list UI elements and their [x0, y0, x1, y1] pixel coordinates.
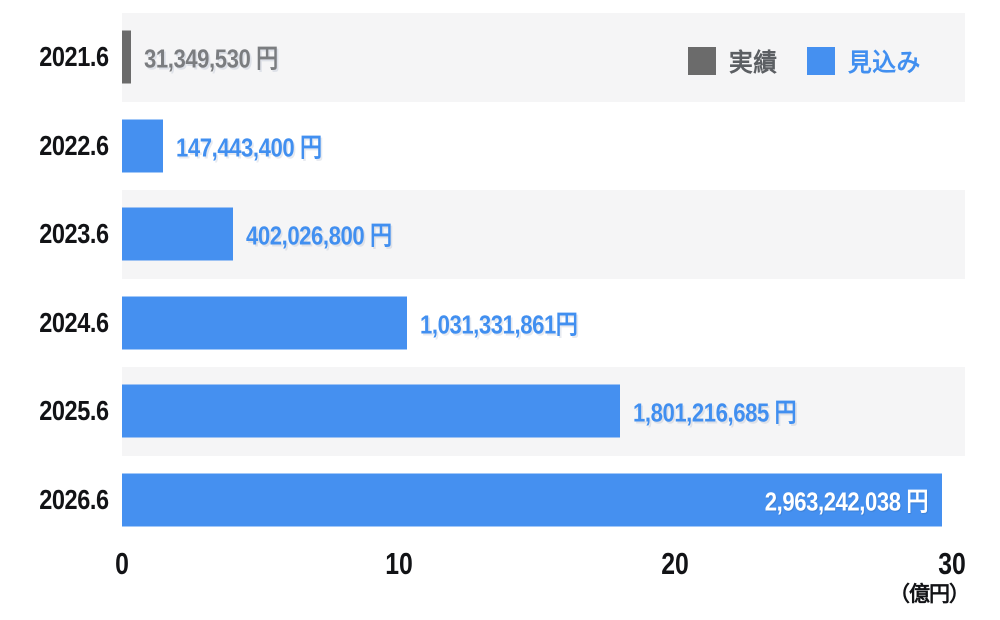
- x-tick: 10: [384, 546, 413, 581]
- legend-swatch-forecast: [807, 47, 836, 75]
- bar-forecast: [122, 473, 942, 527]
- bar-forecast: [122, 296, 408, 350]
- category-label: 2021.6: [39, 41, 110, 73]
- legend-label-actual: 実績: [729, 49, 778, 77]
- category-label-cell: 2024.6: [0, 279, 122, 368]
- value-label: 1,801,216,685 円: [633, 397, 797, 428]
- legend-swatch-actual: [688, 47, 716, 75]
- legend-item-actual: 実績: [688, 43, 780, 79]
- chart-row: 2023.6 402,026,800 円: [0, 190, 1000, 279]
- value-label: 147,443,400 円: [175, 132, 322, 163]
- legend-label-forecast: 見込み: [848, 49, 921, 77]
- category-label: 2025.6: [39, 395, 110, 427]
- row-band: 402,026,800 円: [122, 190, 965, 279]
- category-label-cell: 2026.6: [0, 456, 122, 545]
- row-band: 1,031,331,861円: [122, 279, 965, 368]
- x-axis: 0 10 20 30: [0, 546, 1000, 592]
- value-label: 1,031,331,861円: [420, 309, 578, 340]
- chart-row: 2026.6 2,963,242,038 円: [0, 456, 1000, 545]
- bar-forecast: [122, 119, 163, 173]
- row-band: 1,801,216,685 円: [122, 367, 965, 456]
- category-label: 2022.6: [39, 129, 110, 161]
- legend-item-forecast: 見込み: [807, 43, 925, 79]
- category-label: 2026.6: [39, 483, 110, 515]
- bar-actual: [122, 30, 131, 84]
- x-axis-unit-label: （億円）: [889, 583, 970, 606]
- row-band: 147,443,400 円: [122, 102, 965, 191]
- chart-row: 2025.6 1,801,216,685 円: [0, 367, 1000, 456]
- category-label: 2023.6: [39, 218, 110, 250]
- value-label: 402,026,800 円: [246, 220, 392, 251]
- bar-forecast: [122, 207, 234, 261]
- chart-row: 2024.6 1,031,331,861円: [0, 279, 1000, 368]
- bar-rows: 2021.6 31,349,530 円 2022.6 147,443,400 円 202…: [0, 13, 1000, 544]
- bar-forecast: [122, 384, 621, 438]
- chart-row: 2022.6 147,443,400 円: [0, 102, 1000, 191]
- category-label: 2024.6: [39, 306, 110, 338]
- x-tick: 0: [115, 546, 129, 581]
- value-label: 31,349,530 円: [143, 43, 278, 74]
- category-label-cell: 2021.6: [0, 13, 122, 102]
- x-tick: 20: [661, 546, 690, 581]
- row-band: 2,963,242,038 円: [122, 456, 965, 545]
- value-label: 2,963,242,038 円: [764, 486, 929, 517]
- category-label-cell: 2022.6: [0, 102, 122, 191]
- category-label-cell: 2023.6: [0, 190, 122, 279]
- legend: 実績 見込み: [688, 43, 925, 79]
- category-label-cell: 2025.6: [0, 367, 122, 456]
- x-tick: 30: [938, 546, 966, 581]
